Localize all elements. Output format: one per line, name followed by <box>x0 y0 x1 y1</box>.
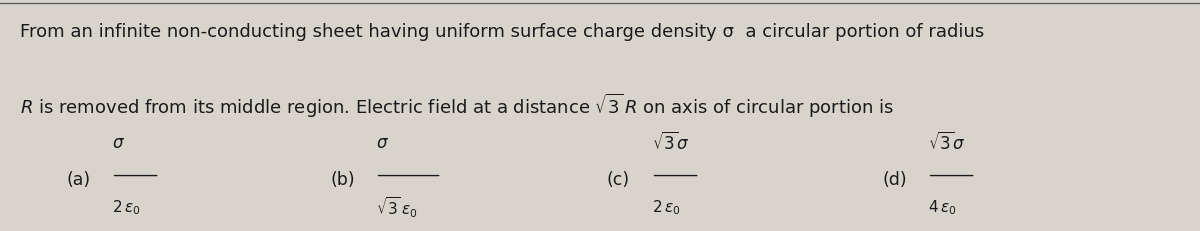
Text: $\sqrt{3}\sigma$: $\sqrt{3}\sigma$ <box>928 132 965 154</box>
Text: (c): (c) <box>606 171 629 189</box>
Text: $\sigma$: $\sigma$ <box>112 134 125 152</box>
Text: $\sqrt{3}\sigma$: $\sqrt{3}\sigma$ <box>652 132 689 154</box>
Text: From an infinite non-conducting sheet having uniform surface charge density σ  a: From an infinite non-conducting sheet ha… <box>20 23 985 41</box>
Text: (a): (a) <box>66 171 90 189</box>
Text: $R$ is removed from its middle region. Electric field at a distance $\sqrt{3}\,R: $R$ is removed from its middle region. E… <box>20 92 894 121</box>
Text: $\sqrt{3}\,\epsilon_0$: $\sqrt{3}\,\epsilon_0$ <box>376 196 418 220</box>
Text: $4\,\epsilon_0$: $4\,\epsilon_0$ <box>928 199 956 217</box>
Text: (d): (d) <box>882 171 907 189</box>
Text: $2\,\epsilon_0$: $2\,\epsilon_0$ <box>652 199 680 217</box>
Text: (b): (b) <box>330 171 355 189</box>
Text: $2\,\epsilon_0$: $2\,\epsilon_0$ <box>112 199 140 217</box>
Text: $\sigma$: $\sigma$ <box>376 134 389 152</box>
